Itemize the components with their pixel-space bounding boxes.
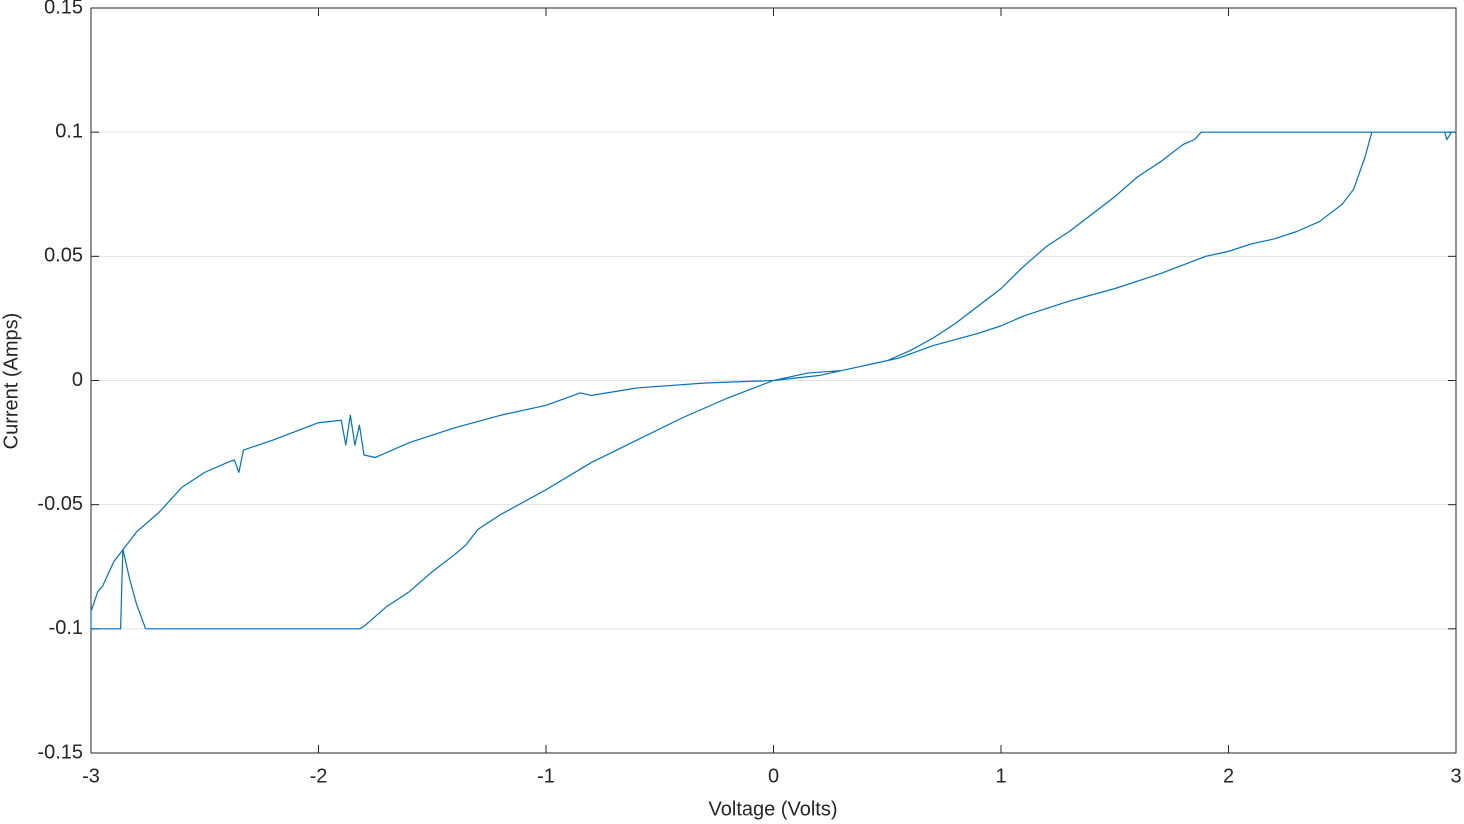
x-tick-label: -3 (82, 765, 100, 787)
y-tick-label: -0.05 (37, 493, 83, 515)
y-tick-label: -0.1 (49, 617, 83, 639)
x-axis-label: Voltage (Volts) (709, 798, 838, 820)
x-tick-label: 0 (768, 765, 779, 787)
plot-frame (90, 7, 1457, 754)
x-tick-label: -1 (537, 765, 555, 787)
x-tick-label: 3 (1450, 765, 1461, 787)
y-tick-label: 0.05 (44, 245, 83, 267)
x-tick-label: -2 (310, 765, 328, 787)
y-tick-label: 0.1 (55, 120, 83, 142)
y-tick-label: -0.15 (37, 741, 83, 763)
data-line (90, 131, 1457, 630)
y-axis-label: Current (Amps) (0, 313, 22, 450)
x-tick-label: 1 (995, 765, 1006, 787)
y-tick-label: 0.15 (44, 0, 83, 18)
y-tick-label: 0 (72, 369, 83, 391)
x-tick-label: 2 (1223, 765, 1234, 787)
